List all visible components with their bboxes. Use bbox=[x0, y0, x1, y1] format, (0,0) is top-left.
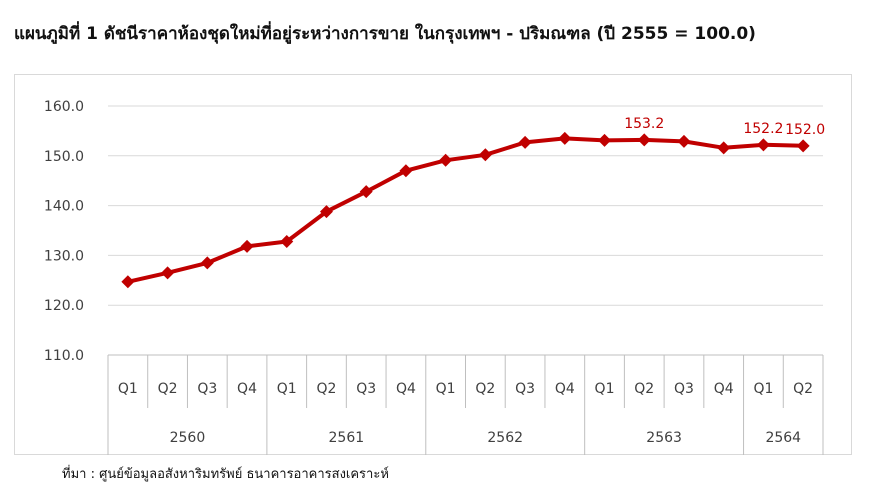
data-point bbox=[200, 256, 214, 270]
x-tick-label: Q2 bbox=[317, 381, 337, 397]
y-tick-label: 140.0 bbox=[44, 199, 84, 215]
year-label: 2564 bbox=[765, 430, 801, 446]
data-point bbox=[359, 185, 373, 199]
x-tick-label: Q4 bbox=[714, 381, 734, 397]
x-tick-label: Q1 bbox=[436, 381, 456, 397]
x-tick-label: Q1 bbox=[753, 381, 773, 397]
x-tick-label: Q2 bbox=[793, 381, 813, 397]
chart-title: แผนภูมิที่ 1 ดัชนีราคาห้องชุดใหม่ที่อยู่… bbox=[14, 24, 756, 44]
x-tick-label: Q3 bbox=[356, 381, 376, 397]
data-point bbox=[796, 139, 810, 153]
x-tick-label: Q1 bbox=[118, 381, 138, 397]
data-label: 153.2 bbox=[624, 116, 664, 132]
data-point bbox=[399, 164, 413, 178]
year-label: 2563 bbox=[646, 430, 682, 446]
x-tick-label: Q1 bbox=[277, 381, 297, 397]
data-label: 152.0 bbox=[785, 122, 825, 138]
data-point bbox=[319, 205, 333, 219]
data-point bbox=[717, 141, 731, 155]
data-point bbox=[240, 239, 254, 253]
y-tick-label: 120.0 bbox=[44, 298, 84, 314]
data-point bbox=[439, 153, 453, 167]
y-tick-label: 160.0 bbox=[44, 99, 84, 115]
x-tick-label: Q4 bbox=[396, 381, 416, 397]
data-point bbox=[756, 138, 770, 152]
x-tick-label: Q3 bbox=[515, 381, 535, 397]
data-label: 152.2 bbox=[743, 121, 783, 137]
y-tick-label: 130.0 bbox=[44, 248, 84, 264]
x-tick-label: Q4 bbox=[555, 381, 575, 397]
data-point bbox=[280, 234, 294, 248]
series-line bbox=[127, 136, 804, 284]
year-label: 2562 bbox=[487, 430, 523, 446]
data-point bbox=[518, 135, 532, 149]
x-tick-label: Q4 bbox=[237, 381, 257, 397]
source-note: ที่มา : ศูนย์ข้อมูลอสังหาริมทรัพย์ ธนาคา… bbox=[62, 467, 389, 482]
x-tick-label: Q1 bbox=[595, 381, 615, 397]
chart-frame: 110.0 120.0 130.0 140.0 150.0 160.0 Q1 Q2 Q3 Q4 Q1… bbox=[14, 74, 852, 455]
y-tick-label: 150.0 bbox=[44, 149, 84, 165]
x-tick-label: Q2 bbox=[158, 381, 178, 397]
data-point bbox=[161, 266, 175, 280]
x-tick-label: Q2 bbox=[475, 381, 495, 397]
data-point bbox=[478, 148, 492, 162]
year-label: 2561 bbox=[329, 430, 365, 446]
data-point bbox=[598, 133, 612, 147]
data-point bbox=[677, 134, 691, 148]
x-tick-label: Q3 bbox=[674, 381, 694, 397]
y-tick-label: 110.0 bbox=[44, 348, 84, 364]
line-chart: 110.0 120.0 130.0 140.0 150.0 160.0 Q1 Q2 Q3 Q4 Q1… bbox=[44, 99, 825, 455]
data-point bbox=[558, 131, 572, 145]
year-label: 2560 bbox=[170, 430, 206, 446]
data-point bbox=[637, 133, 651, 147]
x-tick-label: Q2 bbox=[634, 381, 654, 397]
x-tick-label: Q3 bbox=[197, 381, 217, 397]
data-point bbox=[121, 275, 135, 289]
